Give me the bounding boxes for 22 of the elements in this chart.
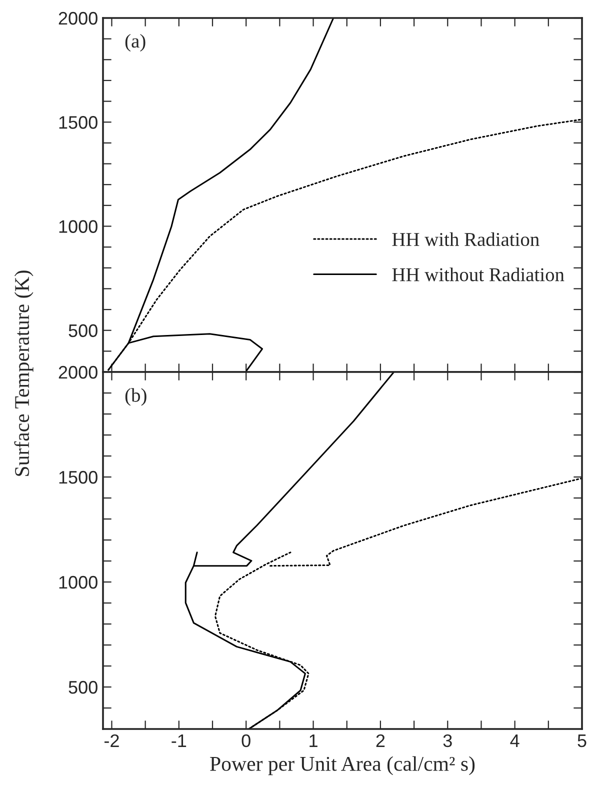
x-axis-title: Power per Unit Area (cal/cm² s) xyxy=(210,756,475,776)
x-tick-label: 2 xyxy=(376,734,385,747)
annotation: (a) xyxy=(125,34,146,52)
y-tick-label: 2000 xyxy=(58,12,98,25)
y-tick-label: 1500 xyxy=(59,470,98,484)
legend-label: HH without Radiation xyxy=(392,268,564,282)
y-tick-label: 500 xyxy=(68,680,98,694)
legend-label: HH with Radiation xyxy=(392,232,540,246)
y-tick-label: 1000 xyxy=(59,220,98,233)
x-tick-label: -2 xyxy=(104,734,119,747)
y-tick-label: 1000 xyxy=(59,576,98,589)
y-tick-label: 500 xyxy=(68,324,98,338)
x-tick-label: 4 xyxy=(510,734,520,747)
y-tick-label: 1500 xyxy=(59,116,98,129)
y-tick-label: 2000 xyxy=(58,366,98,379)
x-tick-label: 5 xyxy=(578,734,586,748)
y-axis-title: Surface Temperature (K) xyxy=(14,270,34,476)
x-tick-label: -1 xyxy=(172,734,186,747)
annotation: (b) xyxy=(125,388,146,406)
x-tick-label: 3 xyxy=(443,734,452,748)
x-tick-label: 0 xyxy=(242,734,250,748)
x-tick-label: 1 xyxy=(310,734,318,747)
